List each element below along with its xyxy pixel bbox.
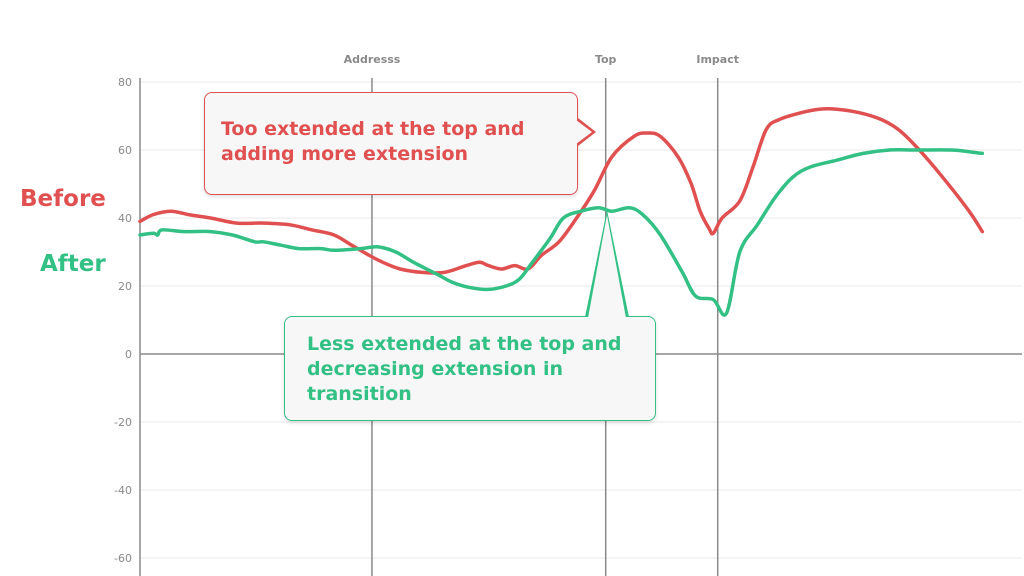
y-tick-label: -40 bbox=[114, 484, 132, 497]
before-callout-text: Too extended at the top and adding more … bbox=[221, 118, 525, 165]
phase-label: Top bbox=[595, 53, 617, 66]
before-series-label: Before bbox=[20, 186, 106, 212]
after-callout-text: Less extended at the top and decreasing … bbox=[307, 333, 622, 405]
phase-label: Addresss bbox=[344, 53, 401, 66]
y-tick-label: 80 bbox=[118, 76, 132, 89]
after-series-label: After bbox=[40, 251, 106, 277]
series-line-before bbox=[138, 107, 985, 275]
before-callout-pointer bbox=[576, 120, 592, 144]
y-tick-label: -20 bbox=[114, 416, 132, 429]
y-tick-label: 40 bbox=[118, 212, 132, 225]
y-tick-label: -60 bbox=[114, 552, 132, 565]
after-callout-pointer bbox=[588, 215, 626, 318]
series-line-after bbox=[138, 147, 985, 317]
y-tick-label: 60 bbox=[118, 144, 132, 157]
y-tick-label: 0 bbox=[125, 348, 132, 361]
before-callout: Too extended at the top and adding more … bbox=[204, 92, 578, 195]
phase-label: Impact bbox=[696, 53, 739, 66]
y-tick-label: 20 bbox=[118, 280, 132, 293]
after-callout: Less extended at the top and decreasing … bbox=[284, 316, 656, 421]
